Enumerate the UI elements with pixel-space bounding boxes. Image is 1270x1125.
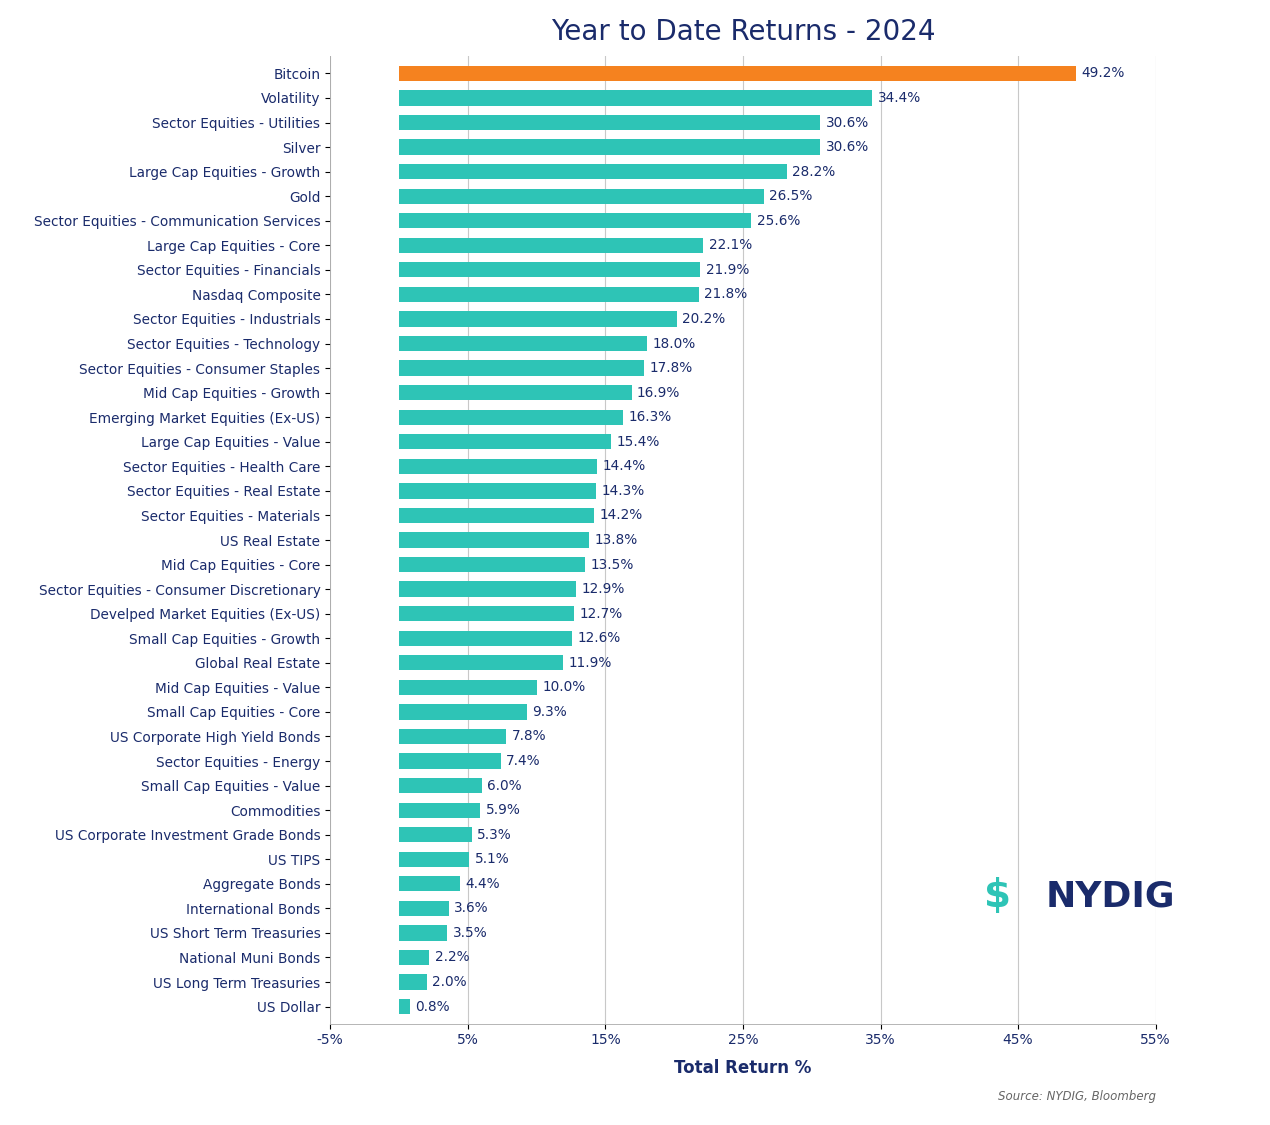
Bar <box>399 115 820 130</box>
Text: 5.9%: 5.9% <box>485 803 521 817</box>
Text: NYDIG: NYDIG <box>1045 879 1175 914</box>
Bar <box>399 484 596 498</box>
Bar <box>399 434 611 449</box>
Text: 26.5%: 26.5% <box>770 189 813 204</box>
Text: 5.3%: 5.3% <box>478 828 512 842</box>
Text: 21.9%: 21.9% <box>706 263 749 277</box>
Text: 21.8%: 21.8% <box>705 288 748 302</box>
Text: 3.5%: 3.5% <box>452 926 488 939</box>
Bar <box>399 852 469 867</box>
Bar <box>399 827 472 843</box>
X-axis label: Total Return %: Total Return % <box>674 1059 812 1077</box>
Bar <box>399 582 577 596</box>
Text: 5.1%: 5.1% <box>475 853 509 866</box>
Text: 7.4%: 7.4% <box>507 754 541 768</box>
Bar <box>399 287 698 302</box>
Text: 7.8%: 7.8% <box>512 729 546 744</box>
Bar <box>399 312 677 326</box>
Bar <box>399 754 500 768</box>
Text: 14.3%: 14.3% <box>601 484 644 498</box>
Bar <box>399 974 427 990</box>
Bar <box>399 557 584 573</box>
Bar <box>399 90 872 106</box>
Text: 30.6%: 30.6% <box>826 116 869 129</box>
Title: Year to Date Returns - 2024: Year to Date Returns - 2024 <box>551 18 935 46</box>
Bar <box>399 385 631 400</box>
Text: 25.6%: 25.6% <box>757 214 800 227</box>
Bar <box>399 778 481 793</box>
Bar <box>399 532 589 548</box>
Text: 20.2%: 20.2% <box>682 312 725 326</box>
Text: 49.2%: 49.2% <box>1081 66 1125 81</box>
Bar <box>399 655 563 670</box>
Bar <box>399 876 460 891</box>
Text: 4.4%: 4.4% <box>465 876 499 891</box>
Bar <box>399 360 644 376</box>
Text: Source: NYDIG, Bloomberg: Source: NYDIG, Bloomberg <box>998 1090 1156 1104</box>
Text: 16.3%: 16.3% <box>629 411 672 424</box>
Bar <box>399 704 527 720</box>
Text: 14.2%: 14.2% <box>599 508 643 522</box>
Text: 13.5%: 13.5% <box>591 558 634 572</box>
Bar <box>399 925 447 940</box>
Bar <box>399 950 429 965</box>
Bar <box>399 802 480 818</box>
Bar <box>399 140 820 155</box>
Text: 13.8%: 13.8% <box>594 533 638 547</box>
Bar <box>399 606 574 621</box>
Bar <box>399 507 594 523</box>
Text: 3.6%: 3.6% <box>455 901 489 916</box>
Bar <box>399 410 624 425</box>
Bar <box>399 999 410 1014</box>
Text: 34.4%: 34.4% <box>878 91 921 105</box>
Bar <box>399 729 507 744</box>
Text: 11.9%: 11.9% <box>568 656 612 669</box>
Text: 22.1%: 22.1% <box>709 238 752 252</box>
Text: $: $ <box>984 878 1011 915</box>
Bar <box>399 213 752 228</box>
Text: 9.3%: 9.3% <box>532 705 568 719</box>
Text: 2.0%: 2.0% <box>432 975 466 989</box>
Text: 16.9%: 16.9% <box>638 386 681 399</box>
Text: 12.6%: 12.6% <box>578 631 621 646</box>
Text: 15.4%: 15.4% <box>616 434 659 449</box>
Bar <box>399 459 597 474</box>
Text: 30.6%: 30.6% <box>826 141 869 154</box>
Text: 28.2%: 28.2% <box>792 164 836 179</box>
Bar <box>399 164 787 179</box>
Bar <box>399 680 537 695</box>
Bar <box>399 237 704 253</box>
Bar <box>399 66 1076 81</box>
Text: 12.9%: 12.9% <box>582 582 625 596</box>
Text: 0.8%: 0.8% <box>415 999 450 1014</box>
Text: 2.2%: 2.2% <box>434 951 470 964</box>
Bar <box>399 901 448 916</box>
Text: 14.4%: 14.4% <box>602 459 646 474</box>
Text: 18.0%: 18.0% <box>653 336 696 351</box>
Bar <box>399 631 573 646</box>
Bar <box>399 262 700 278</box>
Bar <box>399 336 646 351</box>
Bar <box>399 189 763 204</box>
Text: 17.8%: 17.8% <box>649 361 692 375</box>
Text: 12.7%: 12.7% <box>579 606 622 621</box>
Text: 6.0%: 6.0% <box>488 778 522 792</box>
Text: 10.0%: 10.0% <box>542 681 585 694</box>
